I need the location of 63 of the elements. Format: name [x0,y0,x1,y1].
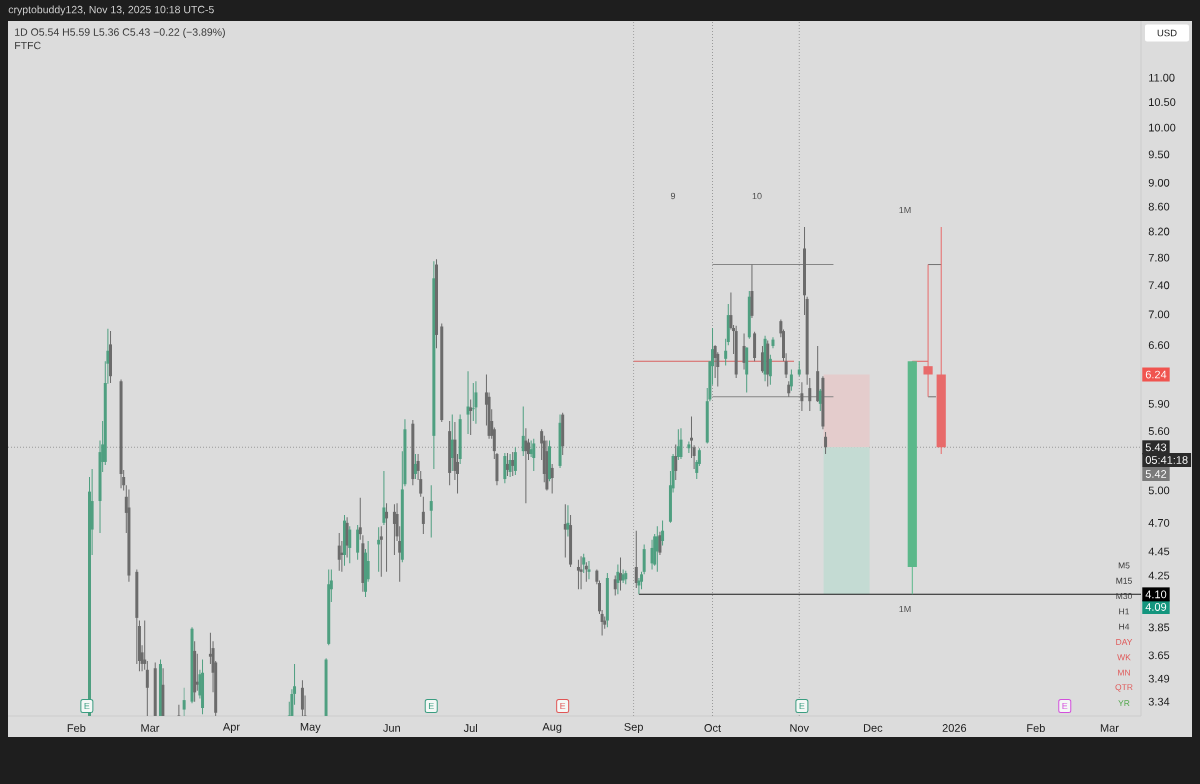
annotation: M15 [1116,577,1132,584]
x-tick-label: Jul [463,723,477,733]
annotation: E [428,702,434,710]
annotation: 1M [899,605,911,613]
y-tick-label: 7.40 [1148,281,1170,290]
y-tick-label: 9.50 [1148,150,1170,159]
annotation: QTR [1115,684,1133,692]
x-tick-label: Mar [1100,724,1119,732]
y-tick-label: 4.70 [1148,518,1170,527]
x-tick-label: Dec [863,724,883,732]
text: FTFC [15,41,41,50]
annotation: 9 [670,192,676,200]
y-tick-label: 11.00 [1149,73,1175,82]
x-tick-label: Nov [790,724,809,732]
x-tick-label: Oct [704,724,721,732]
y-tick-label: 9.00 [1148,178,1170,187]
y-tick-label: 8.20 [1148,227,1170,236]
y-tick-label: 4.25 [1148,571,1170,580]
x-tick-label: Aug [542,723,562,733]
y-tick-label: 6.60 [1148,341,1170,350]
text: 05:41:18 [1145,456,1188,464]
y-tick-label: 4.45 [1148,547,1170,556]
y-tick-label: 7.80 [1148,253,1170,262]
y-tick-label: 5.60 [1148,427,1170,436]
annotation: E [84,702,90,710]
y-tick-label: 10.50 [1149,98,1176,106]
annotation: YR [1118,700,1130,707]
annotation: H4 [1119,623,1130,630]
y-tick-label: 3.34 [1148,697,1170,706]
y-tick-label: 10.00 [1149,123,1176,132]
annotation: 5.43 [1145,443,1167,452]
y-tick-label: 3.65 [1148,651,1170,660]
annotation: H1 [1119,608,1130,615]
annotation: M5 [1118,562,1130,569]
annotation: MN [1118,669,1130,676]
y-tick-label: 5.00 [1148,486,1170,495]
x-tick-label: Feb [1027,723,1045,733]
annotation: DAY [1116,639,1133,645]
annotation: 4.10 [1145,590,1167,599]
text: 5.42 [1145,470,1167,478]
annotation: 6.24 [1145,370,1167,379]
x-tick-label: Apr [222,723,240,733]
text: cryptobuddy123, Nov 13, 2025 10:18 UTC-5 [8,5,214,16]
x-tick-label: Sep [624,723,643,733]
y-tick-label: 5.90 [1148,399,1170,408]
x-tick-label: Feb [67,723,86,733]
y-tick-label: 3.85 [1148,623,1170,632]
x-tick-label: Jun [383,724,400,732]
annotation: WK [1117,654,1131,661]
annotation: 1M [899,206,911,214]
y-tick-label: 8.60 [1148,202,1170,211]
y-tick-label: 7.00 [1148,310,1170,319]
annotation: E [1062,702,1068,710]
annotation: E [560,702,566,710]
x-tick-label: 2026 [942,724,967,732]
x-tick-label: May [300,723,321,733]
text: 4.09 [1145,603,1167,611]
text: 1D O5.54 H5.59 L5.36 C5.43 −0.22 (−3.89%) [15,28,225,38]
annotation: 10 [752,192,762,200]
text: USD [1157,29,1177,37]
annotation: E [799,702,805,710]
y-tick-label: 3.49 [1148,674,1170,683]
x-tick-label: Mar [141,724,160,732]
